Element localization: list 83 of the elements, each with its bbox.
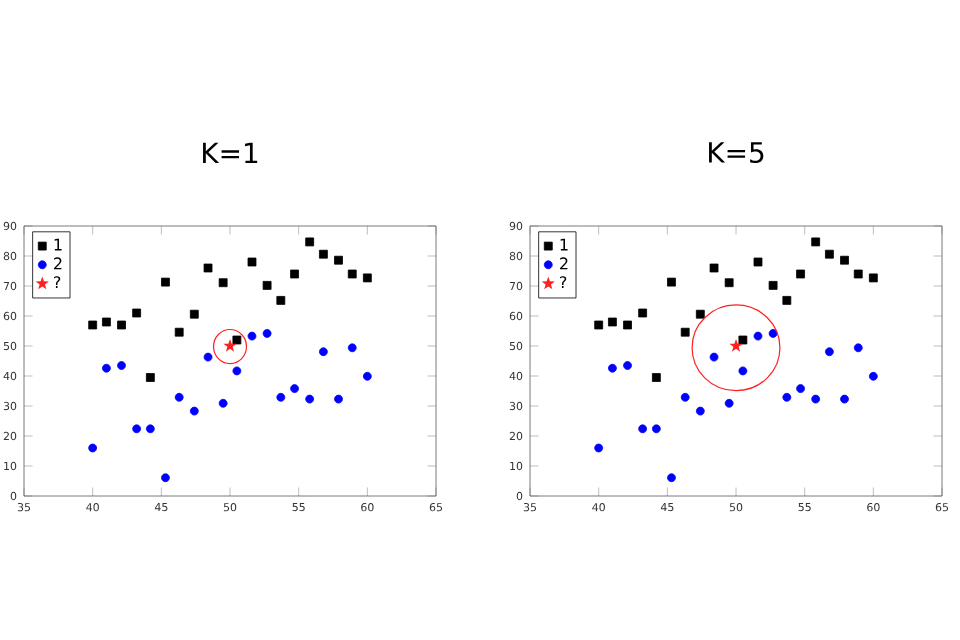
point [768,281,778,290]
point [695,406,705,416]
point [232,335,242,345]
point [276,296,286,305]
point [189,309,199,319]
point [174,327,184,337]
point [347,269,357,279]
point [290,384,299,393]
point [174,392,184,402]
point [738,366,748,376]
point [319,347,328,357]
point [638,424,648,434]
point [608,317,617,327]
point [724,278,734,288]
point [753,331,763,341]
point [218,278,228,288]
point [840,394,849,404]
chart-title: K=5 [709,142,764,164]
point [276,392,286,402]
point [825,347,834,357]
point [132,424,142,434]
point [782,296,792,305]
point [825,249,834,259]
point [782,392,792,402]
point [189,406,199,416]
point [334,255,343,265]
point [319,249,328,259]
point [738,335,748,345]
point [651,424,661,434]
point [594,443,604,453]
point [305,394,315,404]
point [667,277,676,287]
point [334,394,343,404]
point [117,320,126,330]
point [753,257,763,267]
point [362,371,372,381]
point [868,273,878,283]
point [232,366,242,376]
point [362,273,372,283]
point [88,320,98,330]
point [796,384,805,393]
chart-title: K=1 [203,142,258,164]
point [840,255,849,265]
point [853,269,863,279]
point [88,443,98,453]
point [680,327,690,337]
point [145,424,155,434]
point [262,281,272,290]
point [290,269,299,279]
point [262,329,272,338]
point [638,308,648,318]
point [102,317,111,327]
point [117,361,126,370]
point [145,373,155,382]
point [132,308,142,318]
point [709,352,719,362]
point [161,473,170,483]
point [667,473,676,483]
point [853,343,863,353]
point [695,309,705,319]
point [247,257,257,267]
point [729,339,743,352]
point [102,363,111,373]
point [305,237,315,247]
point [161,277,170,287]
point [709,263,719,273]
point [768,329,778,338]
point [868,371,878,381]
point [796,269,805,279]
point [203,263,213,273]
point [680,392,690,402]
point [623,320,632,330]
point [203,352,213,362]
point [811,394,821,404]
point [811,237,821,247]
point [247,331,257,341]
point [724,398,734,408]
point [347,343,357,353]
point [608,363,617,373]
point [623,361,632,370]
point [651,373,661,382]
point [594,320,604,330]
point [218,398,228,408]
